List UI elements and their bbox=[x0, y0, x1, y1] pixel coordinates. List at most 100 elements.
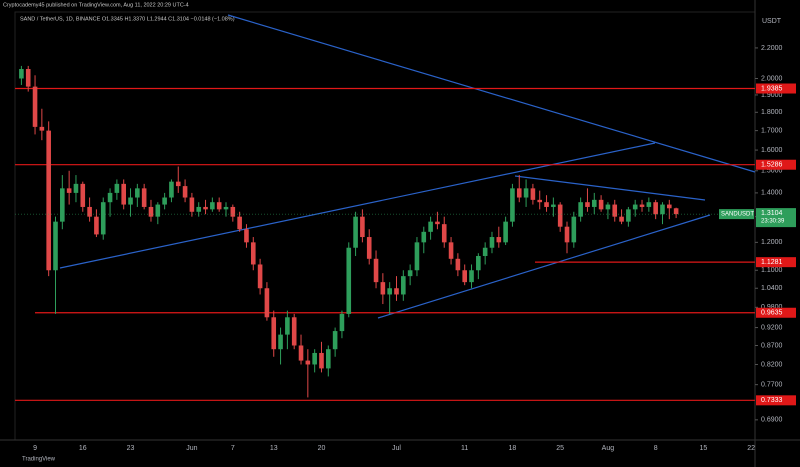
candle-body bbox=[360, 216, 365, 238]
candle-body bbox=[182, 186, 188, 198]
candle-body bbox=[401, 276, 406, 295]
candle-body bbox=[510, 188, 515, 222]
candle-body bbox=[53, 221, 58, 271]
candle-body bbox=[305, 360, 311, 365]
candle-body bbox=[476, 255, 481, 271]
y-tick-label: 2.2000 bbox=[761, 45, 783, 52]
y-tick-label: 1.7000 bbox=[761, 127, 783, 134]
candle-body bbox=[230, 206, 236, 217]
candle-body bbox=[135, 188, 140, 198]
candle-body bbox=[612, 204, 618, 217]
candle-body bbox=[626, 209, 631, 222]
x-tick-label: 16 bbox=[79, 445, 87, 452]
level-label: 1.1281 bbox=[761, 259, 783, 266]
candle-body bbox=[496, 237, 502, 243]
candle-body bbox=[73, 183, 79, 193]
candle-body bbox=[223, 206, 229, 210]
candle-body bbox=[39, 126, 45, 131]
candle-body bbox=[544, 202, 549, 207]
candle-body bbox=[298, 345, 304, 361]
y-tick-label: 1.6000 bbox=[761, 147, 783, 154]
candle-body bbox=[162, 197, 167, 205]
candle-body bbox=[578, 202, 583, 217]
candle-body bbox=[66, 188, 72, 193]
candle-body bbox=[46, 130, 51, 271]
candle-body bbox=[244, 229, 249, 243]
candle-body bbox=[32, 86, 38, 127]
x-tick-label: 15 bbox=[700, 445, 708, 452]
candle-body bbox=[394, 288, 399, 295]
y-tick-label: 0.8700 bbox=[761, 342, 783, 349]
candle-body bbox=[271, 317, 277, 350]
level-label-box bbox=[756, 83, 796, 94]
candle-body bbox=[448, 242, 454, 259]
y-tick-label: 1.8000 bbox=[761, 109, 783, 116]
y-tick-label: 1.1000 bbox=[761, 267, 783, 274]
countdown-label: 23:30:39 bbox=[761, 219, 785, 225]
x-tick-label: 11 bbox=[461, 445, 468, 452]
candle-body bbox=[114, 183, 120, 193]
candle-body bbox=[598, 199, 604, 210]
y-tick-label: 0.9800 bbox=[761, 304, 783, 311]
candle-body bbox=[387, 288, 392, 295]
y-tick-label: 1.0400 bbox=[761, 285, 783, 292]
candle-body bbox=[175, 181, 181, 187]
candle-body bbox=[646, 202, 652, 207]
x-tick-label: 23 bbox=[127, 445, 135, 452]
candle-body bbox=[203, 206, 208, 210]
candle-body bbox=[250, 242, 256, 265]
candle-body bbox=[155, 204, 161, 217]
candle-body bbox=[530, 188, 536, 200]
y-tick-label: 1.2000 bbox=[761, 239, 783, 246]
candle-body bbox=[346, 247, 352, 314]
x-tick-label: 22 bbox=[747, 445, 755, 452]
last-price-label: 1.3104 bbox=[761, 210, 783, 217]
trendline bbox=[377, 214, 711, 319]
trendline bbox=[59, 142, 656, 269]
x-tick-label: 8 bbox=[654, 445, 658, 452]
candle-body bbox=[148, 206, 154, 217]
candle-body bbox=[667, 204, 672, 209]
candle-body bbox=[312, 352, 317, 365]
candle-body bbox=[326, 349, 331, 369]
y-tick-label: 1.4000 bbox=[761, 190, 783, 197]
x-tick-label: 13 bbox=[270, 445, 278, 452]
candle-body bbox=[216, 202, 222, 210]
candle-body bbox=[605, 204, 611, 210]
x-tick-label: 20 bbox=[318, 445, 326, 452]
candle-body bbox=[319, 352, 324, 369]
candle-body bbox=[94, 216, 99, 235]
candle-body bbox=[189, 197, 195, 212]
candle-body bbox=[373, 258, 379, 283]
y-tick-label: 1.5000 bbox=[761, 168, 783, 175]
trendline bbox=[514, 175, 706, 201]
candle-body bbox=[441, 224, 447, 243]
candle-body bbox=[619, 216, 624, 222]
x-tick-label: Jul bbox=[392, 445, 401, 452]
candle-body bbox=[585, 202, 590, 207]
candle-body bbox=[660, 204, 665, 215]
level-label-box bbox=[756, 159, 796, 170]
candle-body bbox=[673, 208, 679, 215]
candle-body bbox=[503, 221, 508, 243]
x-tick-label: Jun bbox=[186, 445, 197, 452]
candle-body bbox=[482, 247, 488, 256]
candle-body bbox=[196, 206, 202, 212]
candle-body bbox=[557, 204, 563, 227]
x-tick-label: 18 bbox=[509, 445, 517, 452]
candle-body bbox=[332, 331, 338, 350]
candle-body bbox=[285, 317, 290, 335]
x-tick-label: Aug bbox=[602, 445, 615, 452]
x-tick-label: 9 bbox=[33, 445, 37, 452]
last-price-box bbox=[756, 208, 796, 228]
candle-body bbox=[435, 221, 440, 225]
y-tick-label: 0.8200 bbox=[761, 361, 783, 368]
candle-body bbox=[523, 188, 529, 198]
level-label-box bbox=[756, 395, 796, 406]
x-tick-label: 7 bbox=[231, 445, 235, 452]
candle-body bbox=[414, 242, 420, 271]
candle-body bbox=[19, 69, 24, 79]
symbol-tag: SANDUSDT bbox=[721, 212, 754, 218]
